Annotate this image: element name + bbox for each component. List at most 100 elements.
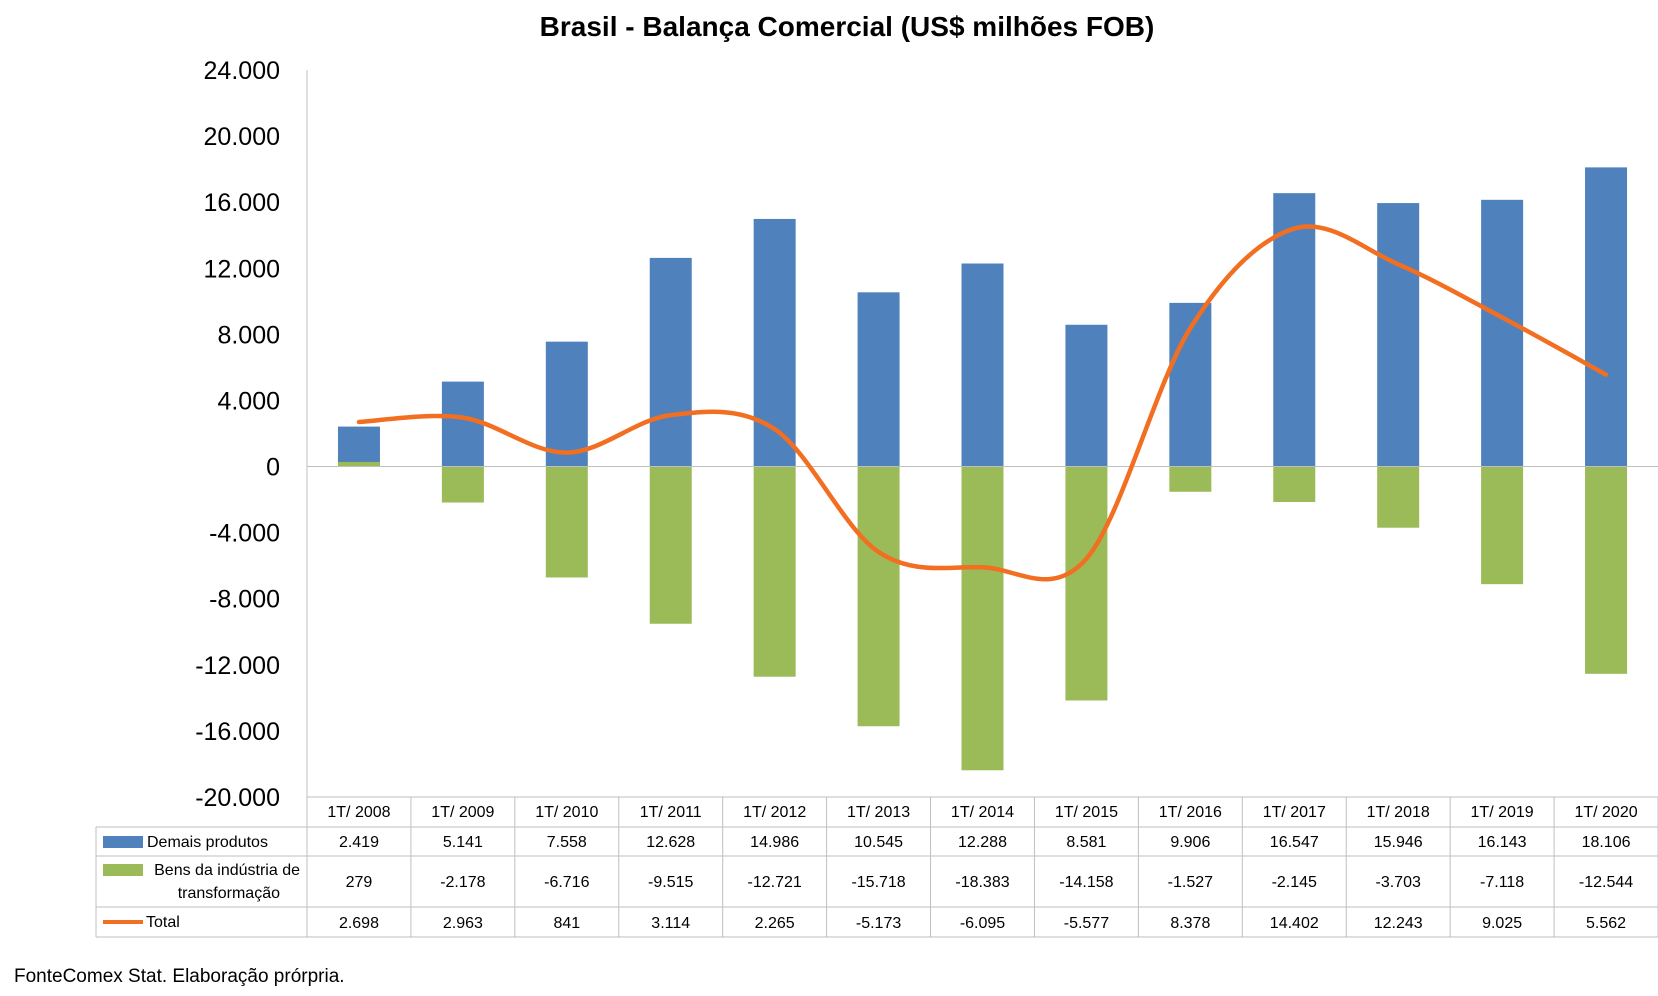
table-cell: -14.158 xyxy=(1059,874,1113,891)
table-cell: 2.963 xyxy=(443,915,483,932)
table-cell: -3.703 xyxy=(1376,874,1421,891)
bar-bens-industria xyxy=(1169,466,1212,492)
table-cell: 8.581 xyxy=(1066,834,1106,851)
bar-demais-produtos xyxy=(1065,324,1108,467)
table-cell: -12.721 xyxy=(748,874,802,891)
table-cell: 12.288 xyxy=(958,834,1007,851)
table-cell: 10.545 xyxy=(854,834,903,851)
y-tick-label: 20.000 xyxy=(204,123,280,151)
y-tick-label: -16.000 xyxy=(195,718,280,746)
table-cell: 2.419 xyxy=(339,834,379,851)
category-label: 1T/ 2018 xyxy=(1367,804,1430,821)
y-tick-label: 16.000 xyxy=(204,189,280,217)
bars-layer xyxy=(307,167,1658,771)
category-label: 1T/ 2016 xyxy=(1159,804,1222,821)
category-label: 1T/ 2008 xyxy=(327,804,390,821)
bar-demais-produtos xyxy=(337,426,380,467)
table-cell: -1.527 xyxy=(1168,874,1213,891)
table-cell: 7.558 xyxy=(547,834,587,851)
y-tick-label: -8.000 xyxy=(209,586,280,614)
bar-demais-produtos xyxy=(1377,203,1420,467)
y-tick-label: -12.000 xyxy=(195,652,280,680)
bar-demais-produtos xyxy=(1273,193,1316,467)
y-tick-label: 8.000 xyxy=(217,321,280,349)
legend-label-bens-industria: Bens da indústria de xyxy=(154,862,300,879)
table-cell: 16.547 xyxy=(1270,834,1319,851)
bar-demais-produtos xyxy=(753,218,796,467)
total-line-layer xyxy=(356,224,1609,582)
table-cell: 2.265 xyxy=(755,915,795,932)
legend-label-bens-industria: transformação xyxy=(178,885,280,902)
bar-bens-industria xyxy=(857,466,900,727)
table-cell: 3.114 xyxy=(651,915,690,932)
source-note: FonteComex Stat. Elaboração prórpria. xyxy=(14,966,345,987)
table-cell: 9.025 xyxy=(1482,915,1522,932)
category-label: 1T/ 2019 xyxy=(1471,804,1534,821)
y-tick-label: 24.000 xyxy=(204,57,280,85)
category-label: 1T/ 2010 xyxy=(535,804,598,821)
category-label: 1T/ 2009 xyxy=(431,804,494,821)
category-label: 1T/ 2011 xyxy=(640,804,702,821)
table-cell: 8.378 xyxy=(1170,915,1210,932)
y-tick-label: 12.000 xyxy=(204,255,280,283)
category-label: 1T/ 2015 xyxy=(1055,804,1118,821)
bar-bens-industria xyxy=(337,461,380,467)
table-cell: -6.716 xyxy=(544,874,589,891)
category-label: 1T/ 2013 xyxy=(847,804,910,821)
table-cell: 5.141 xyxy=(443,834,483,851)
bar-demais-produtos xyxy=(545,341,588,467)
bar-bens-industria xyxy=(545,466,588,578)
bar-bens-industria xyxy=(441,466,484,503)
table-cell: -9.515 xyxy=(648,874,693,891)
table-cell: -18.383 xyxy=(955,874,1009,891)
legend-key-demais-produtos xyxy=(103,836,143,848)
bar-bens-industria xyxy=(961,466,1004,771)
legend-label-total: Total xyxy=(146,914,180,931)
table-cell: 16.143 xyxy=(1478,834,1527,851)
bar-bens-industria xyxy=(1377,466,1420,528)
bar-bens-industria xyxy=(649,466,692,624)
table-cell: -5.173 xyxy=(856,915,901,932)
category-label: 1T/ 2014 xyxy=(951,804,1014,821)
table-cell: 5.562 xyxy=(1586,915,1626,932)
data-table: 1T/ 2008 1T/ 2009 1T/ 2010 1T/ 2011 1T/ 2012… xyxy=(95,796,1658,938)
table-cell: 15.946 xyxy=(1374,834,1423,851)
table-cell: -12.544 xyxy=(1579,874,1633,891)
bar-bens-industria xyxy=(1273,466,1316,502)
bar-demais-produtos xyxy=(857,292,900,467)
table-cell: 9.906 xyxy=(1170,834,1210,851)
bar-demais-produtos xyxy=(649,257,692,467)
table-cell: 841 xyxy=(553,915,580,932)
table-cell: 2.698 xyxy=(339,915,379,932)
table-cell: 14.402 xyxy=(1270,915,1319,932)
y-tick-label: -20.000 xyxy=(195,784,280,812)
y-tick-label: 0 xyxy=(266,454,280,482)
bar-bens-industria xyxy=(1481,466,1524,585)
table-cell: -2.178 xyxy=(440,874,485,891)
bar-demais-produtos xyxy=(1481,199,1524,467)
table-cell: 12.243 xyxy=(1374,915,1423,932)
table-cell: 12.628 xyxy=(646,834,695,851)
y-axis: 24.000 20.000 16.000 12.000 8.000 4.000 0 -4.00… xyxy=(195,57,308,812)
table-cell: -15.718 xyxy=(851,874,905,891)
bar-bens-industria xyxy=(753,466,796,677)
y-tick-label: -4.000 xyxy=(209,520,280,548)
bar-bens-industria xyxy=(1065,466,1108,701)
chart-title: Brasil - Balança Comercial (US$ milhões … xyxy=(540,11,1155,42)
bar-demais-produtos xyxy=(1585,167,1628,467)
category-label: 1T/ 2017 xyxy=(1263,804,1326,821)
table-cell: -5.577 xyxy=(1064,915,1109,932)
bar-demais-produtos xyxy=(961,263,1004,467)
bar-bens-industria xyxy=(1585,466,1628,674)
category-label: 1T/ 2012 xyxy=(743,804,806,821)
bar-demais-produtos xyxy=(441,381,484,467)
table-cell: -2.145 xyxy=(1272,874,1317,891)
table-cell: 279 xyxy=(346,874,373,891)
table-cell: 18.106 xyxy=(1582,834,1631,851)
total-line xyxy=(356,224,1609,582)
legend-label-demais-produtos: Demais produtos xyxy=(147,834,268,851)
table-cell: -6.095 xyxy=(960,915,1005,932)
table-cell: 14.986 xyxy=(750,834,799,851)
table-cell: -7.118 xyxy=(1480,874,1524,891)
